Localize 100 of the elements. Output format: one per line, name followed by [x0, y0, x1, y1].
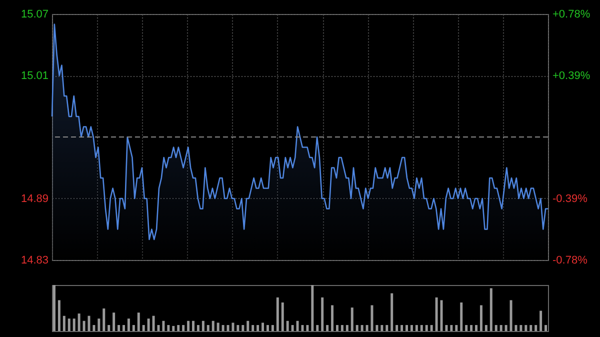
bar: [242, 325, 244, 331]
bar: [480, 305, 482, 331]
bar: [98, 318, 100, 331]
bar: [524, 325, 528, 331]
bar: [490, 288, 492, 331]
bar: [127, 318, 130, 331]
bar: [196, 325, 200, 331]
bar: [252, 325, 254, 331]
bar: [216, 322, 220, 331]
bar: [445, 325, 448, 331]
bar: [68, 318, 70, 331]
bar: [430, 325, 433, 331]
bar: [202, 320, 204, 331]
bar: [504, 325, 508, 331]
bar: [455, 325, 458, 331]
bar: [400, 325, 404, 331]
bar: [450, 325, 453, 331]
y2-tick-label: -0.39%: [552, 193, 588, 205]
bar: [62, 316, 66, 331]
bar: [390, 293, 394, 331]
bar: [460, 302, 463, 331]
bar: [266, 325, 269, 331]
bar: [246, 320, 250, 331]
bar: [470, 325, 473, 331]
bar: [386, 325, 388, 331]
bar: [360, 325, 364, 331]
bar: [465, 325, 468, 331]
bar: [410, 325, 413, 331]
bar: [380, 325, 384, 331]
y-tick-label: 14.83: [20, 254, 48, 266]
bar: [301, 325, 304, 331]
bar: [271, 325, 274, 331]
bar: [510, 300, 512, 331]
bar: [544, 325, 548, 331]
bar: [192, 320, 194, 331]
bar: [396, 325, 398, 331]
bar: [435, 297, 438, 331]
bar: [475, 325, 478, 331]
bar: [256, 325, 260, 331]
bar: [296, 320, 299, 331]
bar: [232, 322, 234, 331]
bar: [212, 320, 214, 331]
bar: [326, 325, 329, 331]
bar: [311, 285, 314, 331]
y-tick-label: 15.01: [20, 70, 48, 82]
bar: [172, 326, 175, 331]
bar: [316, 325, 319, 331]
bar: [78, 314, 80, 331]
bar: [92, 325, 96, 331]
bar: [276, 297, 279, 331]
bar: [356, 325, 358, 331]
bar: [534, 325, 538, 331]
bar: [494, 325, 498, 331]
bar: [500, 325, 502, 331]
bar: [262, 322, 264, 331]
bar: [376, 325, 378, 331]
y2-tick-label: +0.78%: [552, 8, 590, 20]
bar: [406, 325, 408, 331]
bar: [366, 325, 368, 331]
bar: [306, 325, 309, 331]
bar: [420, 325, 423, 331]
bar: [346, 325, 348, 331]
bar: [530, 325, 532, 331]
bar: [336, 325, 338, 331]
y-tick-label: 15.07: [20, 8, 48, 20]
bar: [167, 325, 170, 331]
bar: [321, 297, 324, 331]
bar: [108, 325, 110, 331]
bar: [88, 316, 90, 331]
bar: [520, 325, 522, 331]
bar: [132, 325, 135, 331]
bar: [137, 312, 140, 331]
bar: [415, 325, 418, 331]
y2-tick-label: -0.78%: [552, 254, 588, 266]
bar: [52, 285, 56, 331]
bar: [177, 325, 180, 331]
bar: [142, 325, 145, 331]
bar: [286, 320, 289, 331]
bar: [187, 320, 190, 331]
bar: [72, 318, 76, 331]
bar: [82, 320, 86, 331]
bar: [112, 312, 116, 331]
y-tick-label: 14.89: [20, 193, 48, 205]
bar: [58, 300, 60, 331]
bar: [182, 325, 185, 331]
bar: [236, 325, 240, 331]
bar: [350, 308, 354, 331]
y2-tick-label: +0.39%: [552, 70, 590, 82]
bar: [540, 310, 542, 331]
bar: [514, 325, 518, 331]
bar: [425, 325, 428, 331]
bar: [118, 325, 120, 331]
bar: [340, 325, 344, 331]
bar: [206, 325, 210, 331]
bar: [122, 325, 125, 331]
bar: [484, 325, 488, 331]
bar: [291, 325, 294, 331]
bar: [152, 316, 155, 331]
bar: [162, 320, 165, 331]
bar: [147, 318, 150, 331]
